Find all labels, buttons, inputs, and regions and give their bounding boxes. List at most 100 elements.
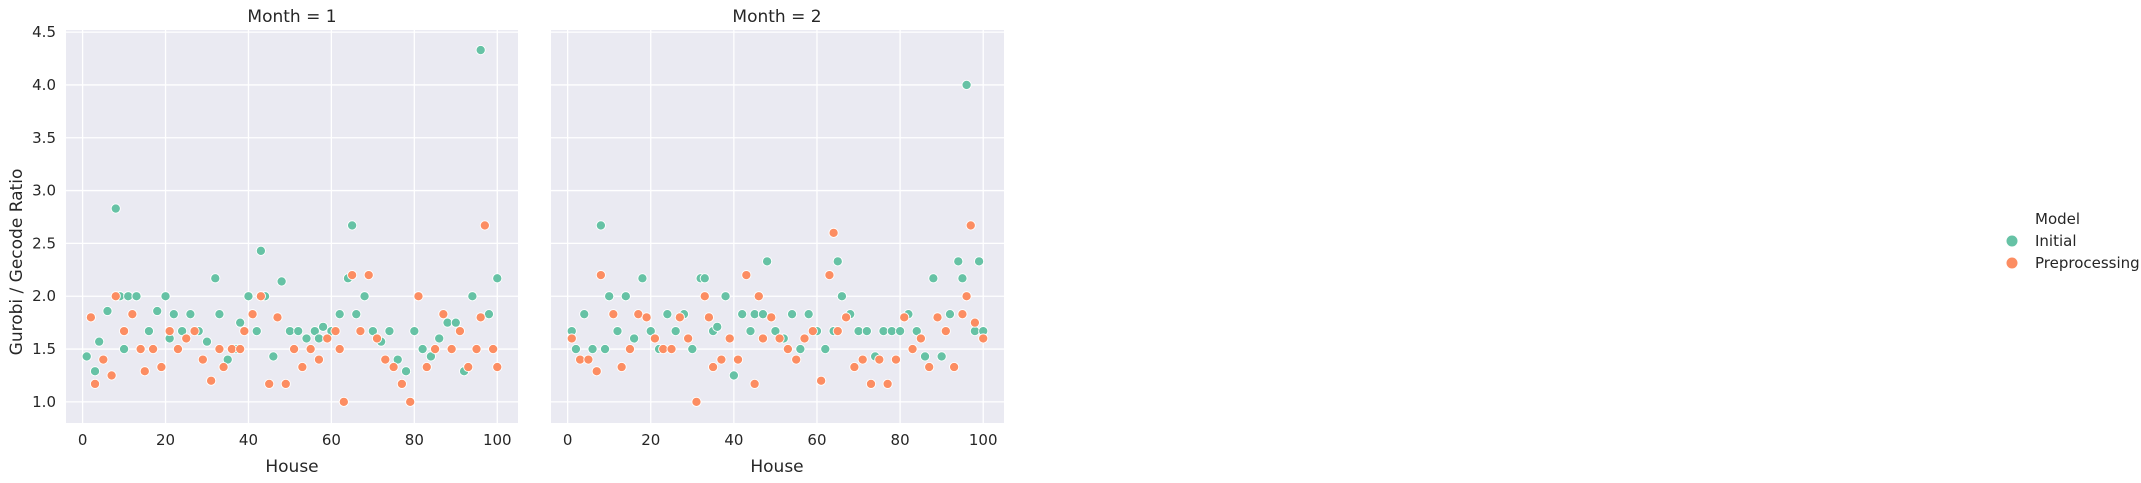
point-preprocessing — [172, 343, 184, 355]
y-tick-label: 2.5 — [32, 234, 56, 252]
point-preprocessing — [874, 354, 885, 365]
point-preprocessing — [297, 361, 308, 373]
point-preprocessing — [849, 361, 860, 373]
point-initial — [102, 305, 113, 317]
point-initial — [604, 291, 615, 302]
point-preprocessing — [454, 326, 465, 337]
point-preprocessing — [816, 375, 827, 386]
point-initial — [160, 291, 171, 302]
point-initial — [969, 326, 980, 337]
point-initial — [699, 273, 710, 284]
point-preprocessing — [832, 326, 843, 337]
point-preprocessing — [305, 343, 316, 355]
point-initial — [957, 273, 968, 284]
point-preprocessing — [699, 291, 710, 302]
y-tick-labels: 1.0 1.5 2.0 2.5 3.0 3.5 4.0 4.5 — [32, 23, 56, 411]
point-initial — [475, 45, 486, 56]
point-preprocessing — [214, 343, 225, 355]
point-preprocessing — [683, 333, 694, 344]
point-preprocessing — [380, 354, 391, 365]
point-initial — [235, 317, 246, 328]
point-initial — [570, 343, 581, 355]
y-tick-label: 2.0 — [32, 287, 56, 305]
x-tick-label: 20 — [641, 431, 660, 449]
point-preprocessing — [218, 361, 229, 373]
point-initial — [737, 309, 748, 320]
x-tick-label: 40 — [724, 431, 743, 449]
point-initial — [318, 321, 329, 332]
point-initial — [961, 79, 972, 90]
point-initial — [483, 309, 495, 320]
point-initial — [434, 333, 445, 344]
point-preprocessing — [110, 291, 121, 302]
point-preprocessing — [85, 312, 96, 323]
point-preprocessing — [924, 361, 935, 373]
point-preprocessing — [753, 291, 764, 302]
point-initial — [662, 309, 673, 320]
point-preprocessing — [405, 396, 416, 407]
point-preprocessing — [666, 343, 677, 355]
point-initial — [836, 291, 847, 302]
point-initial — [143, 326, 154, 337]
point-initial — [936, 351, 947, 362]
point-preprocessing — [363, 270, 374, 281]
legend-entry-preprocessing: Preprocessing — [2005, 254, 2140, 272]
point-preprocessing — [749, 378, 760, 389]
point-preprocessing — [915, 333, 926, 344]
point-preprocessing — [338, 396, 349, 407]
point-preprocessing — [119, 326, 130, 337]
point-preprocessing — [969, 317, 980, 328]
point-initial — [81, 351, 92, 362]
point-preprocessing — [388, 361, 399, 373]
point-initial — [243, 291, 254, 302]
facet-panel-month-1: 1.0 1.5 2.0 2.5 3.0 3.5 4.0 4.5 0 20 40 60 80 100 Mo… — [32, 7, 518, 477]
point-initial — [359, 291, 370, 302]
point-initial — [119, 343, 130, 355]
point-preprocessing — [139, 366, 150, 377]
point-preprocessing — [716, 354, 727, 365]
y-tick-label: 1.5 — [32, 340, 56, 358]
point-preprocessing — [226, 343, 237, 355]
y-axis-label: Gurobi / Gecode Ratio — [7, 169, 27, 356]
point-preprocessing — [164, 326, 175, 337]
point-initial — [745, 326, 756, 337]
point-initial — [928, 273, 939, 284]
point-initial — [629, 333, 640, 344]
panel-title: Month = 2 — [732, 7, 821, 27]
point-preprocessing — [658, 343, 669, 355]
point-initial — [786, 309, 798, 320]
point-preprocessing — [475, 312, 486, 323]
point-initial — [293, 326, 304, 337]
point-initial — [110, 203, 121, 214]
point-initial — [185, 309, 196, 320]
point-preprocessing — [98, 354, 109, 365]
x-tick-label: 80 — [405, 431, 424, 449]
point-initial — [712, 321, 723, 332]
point-initial — [670, 326, 681, 337]
point-initial — [944, 309, 956, 320]
panel-background — [66, 30, 518, 423]
point-initial — [210, 273, 221, 284]
x-tick-label: 80 — [891, 431, 910, 449]
point-initial — [579, 309, 590, 320]
point-preprocessing — [575, 354, 586, 365]
point-preprocessing — [595, 270, 606, 281]
point-initial — [974, 256, 985, 267]
point-preprocessing — [641, 312, 652, 323]
legend-label-initial: Initial — [2035, 232, 2077, 250]
point-initial — [351, 309, 362, 320]
y-tick-label: 3.5 — [32, 129, 56, 147]
point-preprocessing — [882, 378, 893, 389]
point-initial — [313, 333, 325, 344]
y-tick-label: 3.0 — [32, 182, 56, 200]
point-preprocessing — [430, 343, 441, 355]
point-initial — [895, 326, 906, 337]
point-preprocessing — [322, 333, 333, 344]
point-preprocessing — [148, 343, 159, 355]
point-preprocessing — [841, 312, 852, 323]
point-initial — [168, 309, 179, 320]
point-initial — [347, 220, 358, 231]
point-initial — [637, 273, 648, 284]
point-preprocessing — [106, 370, 117, 381]
point-initial — [214, 309, 225, 320]
